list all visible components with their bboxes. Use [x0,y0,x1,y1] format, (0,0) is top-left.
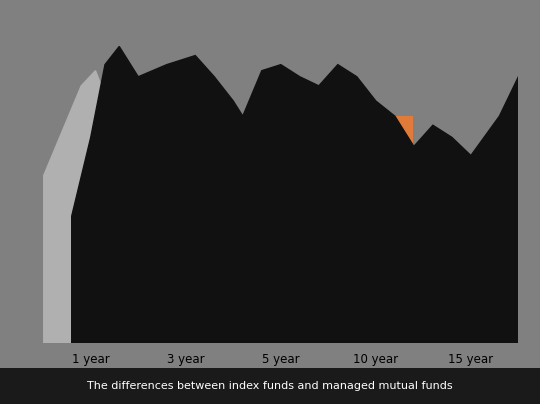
Bar [148,153,173,343]
Polygon shape [72,40,540,343]
Bar [363,153,388,343]
Bar [483,187,508,343]
Bar [78,252,103,343]
Bar [53,224,78,343]
Bar [103,235,128,343]
Bar [339,181,363,343]
Legend: Index Fund, Managed Fund, Managed Fund 2: Index Fund, Managed Fund, Managed Fund 2 [110,374,451,393]
Bar [268,123,293,343]
Text: The differences between index funds and managed mutual funds: The differences between index funds and … [87,381,453,391]
Polygon shape [43,71,138,343]
Bar [293,88,318,343]
Bar [434,257,458,343]
Bar [198,138,223,343]
Bar [458,218,483,343]
Polygon shape [395,162,461,343]
Bar [173,170,198,343]
Bar [388,116,413,343]
Bar [244,138,268,343]
